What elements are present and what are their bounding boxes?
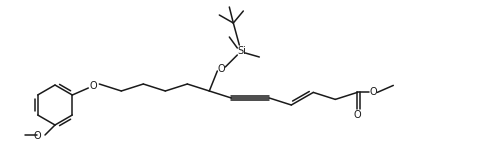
Text: O: O	[89, 81, 97, 91]
Text: O: O	[369, 87, 377, 97]
Text: O: O	[217, 64, 225, 74]
Text: O: O	[33, 131, 41, 141]
Text: Si: Si	[237, 46, 246, 56]
Text: O: O	[354, 110, 361, 120]
